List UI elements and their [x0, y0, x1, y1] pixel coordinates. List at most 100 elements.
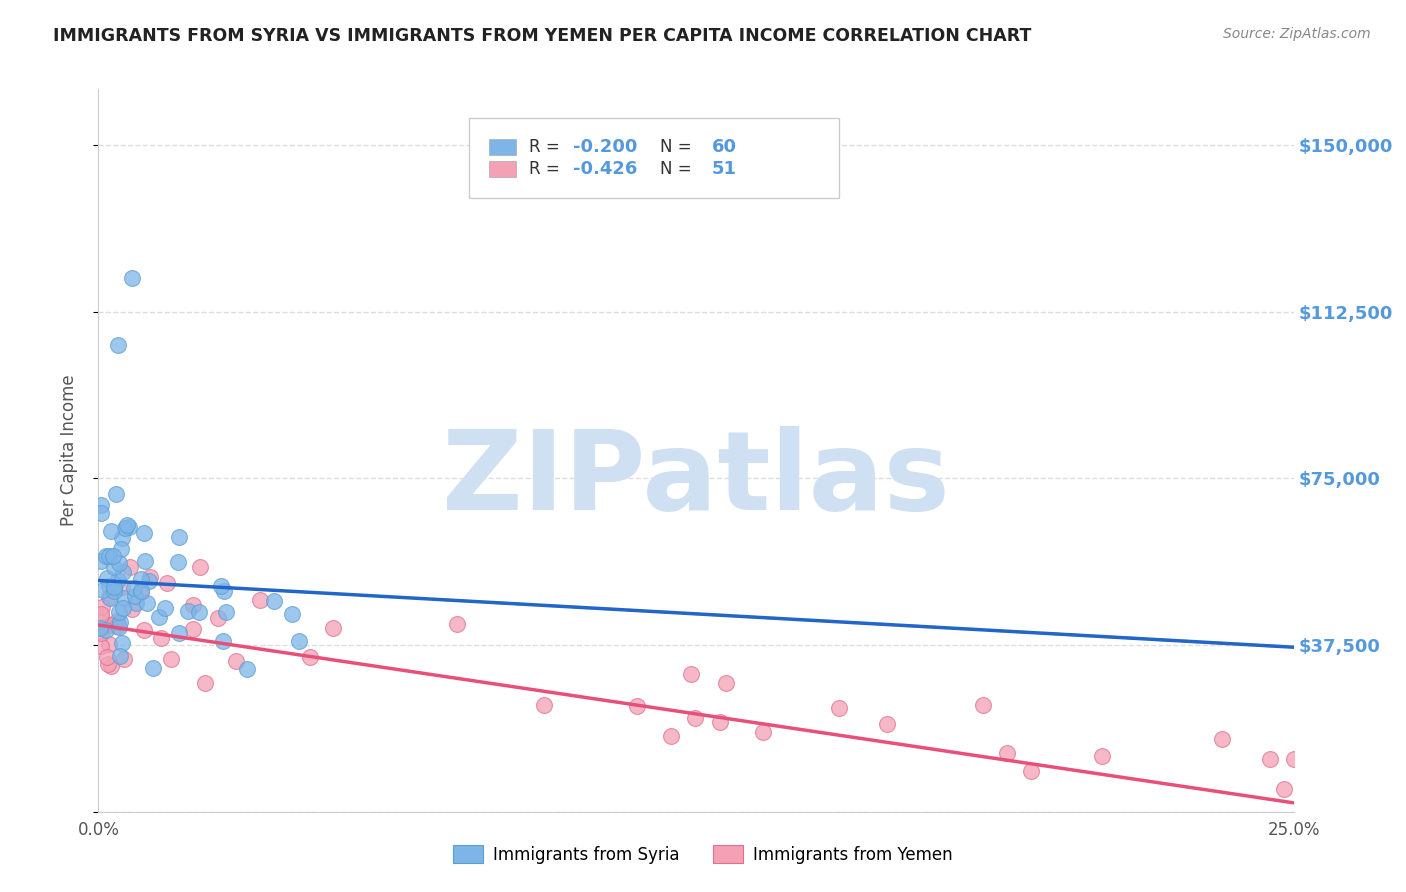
Point — [752, 725, 775, 739]
Point — [110, 542, 132, 557]
Point — [167, 530, 190, 544]
Point — [103, 584, 125, 599]
Point — [112, 651, 135, 665]
Point — [121, 602, 143, 616]
Point — [107, 620, 129, 634]
Text: N =: N = — [661, 138, 697, 156]
Point — [1258, 751, 1281, 765]
Point — [98, 549, 121, 563]
Point — [101, 549, 124, 564]
Point — [90, 607, 112, 621]
FancyBboxPatch shape — [470, 118, 839, 198]
Point — [249, 593, 271, 607]
Point — [97, 637, 120, 651]
Text: 51: 51 — [711, 160, 737, 178]
Point — [207, 611, 229, 625]
Point — [626, 699, 648, 714]
Point — [446, 617, 468, 632]
Point — [105, 619, 128, 633]
Point — [131, 572, 153, 586]
Point — [90, 554, 112, 568]
Point — [107, 556, 129, 570]
Point — [96, 623, 118, 637]
Point — [288, 633, 311, 648]
Text: -0.200: -0.200 — [572, 138, 637, 156]
Point — [103, 581, 125, 595]
Point — [98, 590, 121, 604]
Point — [972, 698, 994, 712]
Point — [138, 574, 160, 589]
Point — [97, 579, 120, 593]
Point — [120, 560, 142, 574]
Point — [90, 609, 112, 624]
Point — [105, 614, 128, 628]
Y-axis label: Per Capita Income: Per Capita Income — [59, 375, 77, 526]
Point — [263, 594, 285, 608]
Point — [89, 621, 111, 635]
Point — [683, 711, 706, 725]
Point — [108, 605, 131, 619]
Point — [142, 661, 165, 675]
Point — [110, 531, 132, 545]
Point — [129, 584, 152, 599]
Point — [100, 659, 122, 673]
Point — [115, 518, 138, 533]
Point — [112, 591, 135, 606]
Point — [111, 601, 134, 615]
Point — [1282, 752, 1305, 766]
Point — [134, 624, 156, 638]
Text: IMMIGRANTS FROM SYRIA VS IMMIGRANTS FROM YEMEN PER CAPITA INCOME CORRELATION CHA: IMMIGRANTS FROM SYRIA VS IMMIGRANTS FROM… — [53, 27, 1032, 45]
Point — [134, 525, 156, 540]
Point — [124, 589, 146, 603]
Point — [90, 506, 112, 520]
Point — [166, 555, 188, 569]
Point — [1091, 749, 1114, 764]
Point — [281, 607, 304, 621]
Point — [100, 524, 122, 539]
Point — [215, 605, 238, 619]
Text: 60: 60 — [711, 138, 737, 156]
Point — [112, 566, 135, 580]
Point — [1019, 764, 1042, 778]
Text: R =: R = — [529, 138, 565, 156]
Point — [107, 338, 129, 352]
Point — [188, 560, 211, 574]
Point — [299, 649, 322, 664]
Point — [96, 649, 118, 664]
Point — [1211, 732, 1233, 747]
Point — [876, 716, 898, 731]
Bar — [489, 161, 516, 177]
Point — [90, 626, 112, 640]
Point — [107, 574, 129, 588]
Point — [160, 652, 183, 666]
Point — [148, 609, 170, 624]
Text: -0.426: -0.426 — [572, 160, 637, 178]
Point — [155, 601, 177, 615]
Point — [103, 560, 125, 574]
Point — [225, 654, 247, 668]
Point — [105, 487, 128, 501]
Point — [181, 623, 204, 637]
Point — [679, 667, 702, 681]
Point — [177, 604, 200, 618]
Point — [129, 584, 152, 599]
Point — [995, 746, 1018, 760]
Point — [94, 549, 117, 563]
Point — [114, 521, 136, 535]
Point — [90, 639, 112, 653]
Point — [118, 520, 141, 534]
Text: R =: R = — [529, 160, 565, 178]
Point — [136, 595, 159, 609]
Point — [122, 582, 145, 596]
Point — [103, 580, 125, 594]
Point — [108, 648, 131, 663]
Point — [125, 596, 148, 610]
Point — [91, 582, 114, 597]
Point — [714, 675, 737, 690]
Point — [108, 615, 131, 629]
Point — [110, 580, 132, 594]
Point — [96, 571, 118, 585]
Bar — [489, 139, 516, 155]
Point — [97, 657, 120, 672]
Point — [212, 584, 235, 599]
